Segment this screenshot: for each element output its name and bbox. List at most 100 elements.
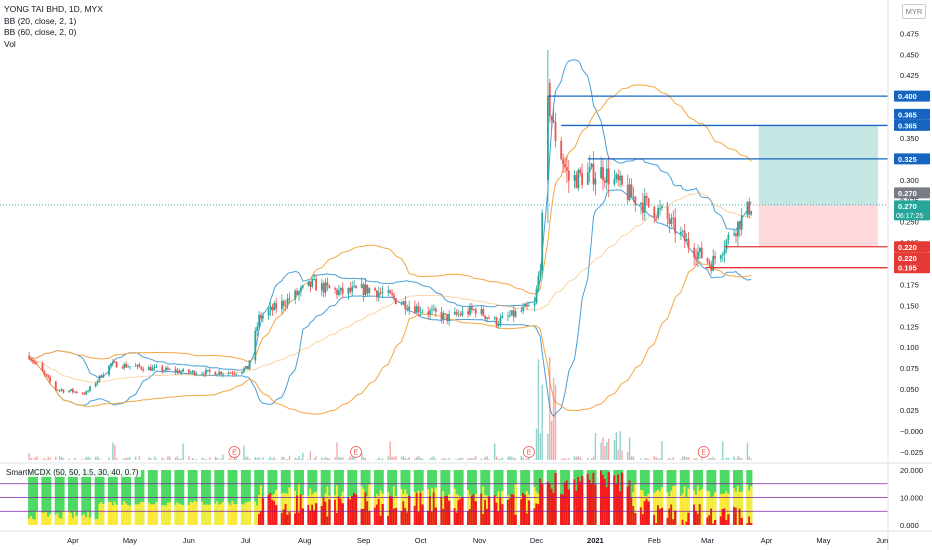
- price-axis-tick: −0.025: [900, 448, 923, 457]
- volume-bar: [60, 457, 63, 460]
- mcdx-red-bar: [482, 514, 485, 525]
- volume-bar: [169, 456, 171, 460]
- mcdx-red-bar: [377, 498, 380, 525]
- level-tag-0.325-bg: [894, 153, 930, 165]
- volume-bar: [378, 457, 380, 460]
- mcdx-yellow-bar: [248, 501, 251, 525]
- price-tag-365-bg: [894, 108, 930, 120]
- volume-bar: [258, 457, 260, 460]
- candle-body: [281, 300, 283, 309]
- mcdx-indicator-label[interactable]: SmartMCDX (50, 50, 1.5, 30, 40, 0.7): [4, 468, 141, 477]
- volume-bar: [535, 428, 538, 460]
- candle-body: [480, 308, 483, 314]
- candle-body: [573, 175, 576, 181]
- candle-body: [301, 285, 304, 288]
- mcdx-red-bar: [280, 512, 284, 525]
- candle-body: [685, 239, 688, 242]
- indicator-bb20[interactable]: BB (20, close, 2, 1): [4, 15, 77, 26]
- candle-body: [446, 313, 449, 322]
- volume-bar: [161, 457, 163, 460]
- volume-bar: [697, 459, 699, 460]
- volume-bar: [501, 457, 503, 460]
- volume-bar: [45, 459, 47, 460]
- candle-body: [509, 315, 511, 317]
- level-tag-0.400-bg: [894, 90, 930, 102]
- mcdx-red-bar: [273, 500, 276, 525]
- candle-body: [379, 292, 382, 294]
- volume-bar: [294, 457, 296, 460]
- mcdx-red-bar: [740, 517, 743, 525]
- volume-bar: [513, 457, 515, 460]
- candle-body: [34, 361, 36, 363]
- volume-bar: [129, 457, 131, 460]
- volume-bar: [653, 456, 655, 460]
- volume-bar: [480, 458, 483, 460]
- volume-bar: [340, 457, 342, 460]
- candle-body: [586, 172, 589, 185]
- price-tag-last: 0.270: [898, 189, 917, 198]
- mcdx-yellow-bar: [708, 491, 711, 525]
- candle-body: [351, 286, 354, 292]
- mcdx-red-bar: [634, 513, 637, 525]
- volume-bar: [180, 458, 182, 460]
- volume-bar: [209, 457, 211, 460]
- mcdx-red-bar: [685, 521, 688, 525]
- candle-body: [415, 306, 418, 313]
- volume-bar: [353, 457, 355, 460]
- mcdx-yellow-bar: [733, 488, 736, 525]
- time-axis-tick: Apr: [761, 536, 773, 545]
- candle-body: [191, 370, 194, 373]
- candle-body: [533, 303, 536, 306]
- candle-body: [507, 315, 509, 317]
- candle-body: [178, 370, 181, 373]
- candle-body: [56, 389, 59, 391]
- mcdx-yellow-bar: [43, 512, 46, 525]
- volume-bar: [269, 456, 272, 460]
- volume-bar: [351, 457, 353, 460]
- volume-bar: [617, 449, 619, 460]
- volume-bar: [338, 456, 340, 460]
- candle-body: [336, 289, 338, 295]
- volume-bar: [95, 456, 97, 460]
- volume-bar: [547, 434, 549, 460]
- mcdx-red-bar: [554, 473, 557, 525]
- mcdx-red-bar: [750, 522, 753, 525]
- candle-body: [275, 303, 278, 309]
- volume-bar: [389, 441, 391, 460]
- indicator-vol[interactable]: Vol: [4, 38, 16, 49]
- mcdx-yellow-bar: [746, 484, 749, 525]
- mcdx-yellow-bar: [98, 503, 101, 525]
- volume-bar: [148, 457, 150, 460]
- volume-bar: [134, 456, 137, 460]
- candle-body: [471, 306, 473, 310]
- mcdx-red-bar: [590, 483, 593, 525]
- volume-bar: [408, 457, 410, 460]
- candle-body: [457, 314, 460, 315]
- volume-bar: [309, 451, 312, 460]
- mcdx-red-bar: [387, 515, 390, 525]
- volume-bar: [680, 459, 682, 460]
- volume-bar: [43, 458, 46, 460]
- volume-bar: [228, 459, 230, 460]
- mcdx-yellow-bar: [660, 487, 664, 525]
- candle-body: [85, 391, 88, 395]
- mcdx-yellow-bar: [123, 501, 126, 525]
- volume-bar: [750, 458, 752, 460]
- currency-button[interactable]: MYR: [902, 4, 926, 19]
- candle-body: [113, 361, 116, 363]
- mcdx-yellow-bar: [525, 490, 529, 525]
- candle-body: [353, 285, 355, 287]
- mcdx-yellow-bar: [163, 505, 166, 525]
- mcdx-red-bar: [495, 502, 498, 525]
- candle-body: [643, 195, 646, 213]
- volume-bar: [271, 458, 274, 460]
- mcdx-red-bar: [328, 499, 331, 525]
- volume-bar: [283, 457, 285, 460]
- chart-title[interactable]: YONG TAI BHD, 1D, MYX: [4, 4, 103, 14]
- mcdx-yellow-bar: [379, 490, 382, 525]
- volume-bar: [298, 456, 300, 460]
- indicator-bb60[interactable]: BB (60, close, 2, 0): [4, 27, 77, 37]
- candle-body: [602, 167, 604, 181]
- mcdx-red-bar: [645, 498, 648, 525]
